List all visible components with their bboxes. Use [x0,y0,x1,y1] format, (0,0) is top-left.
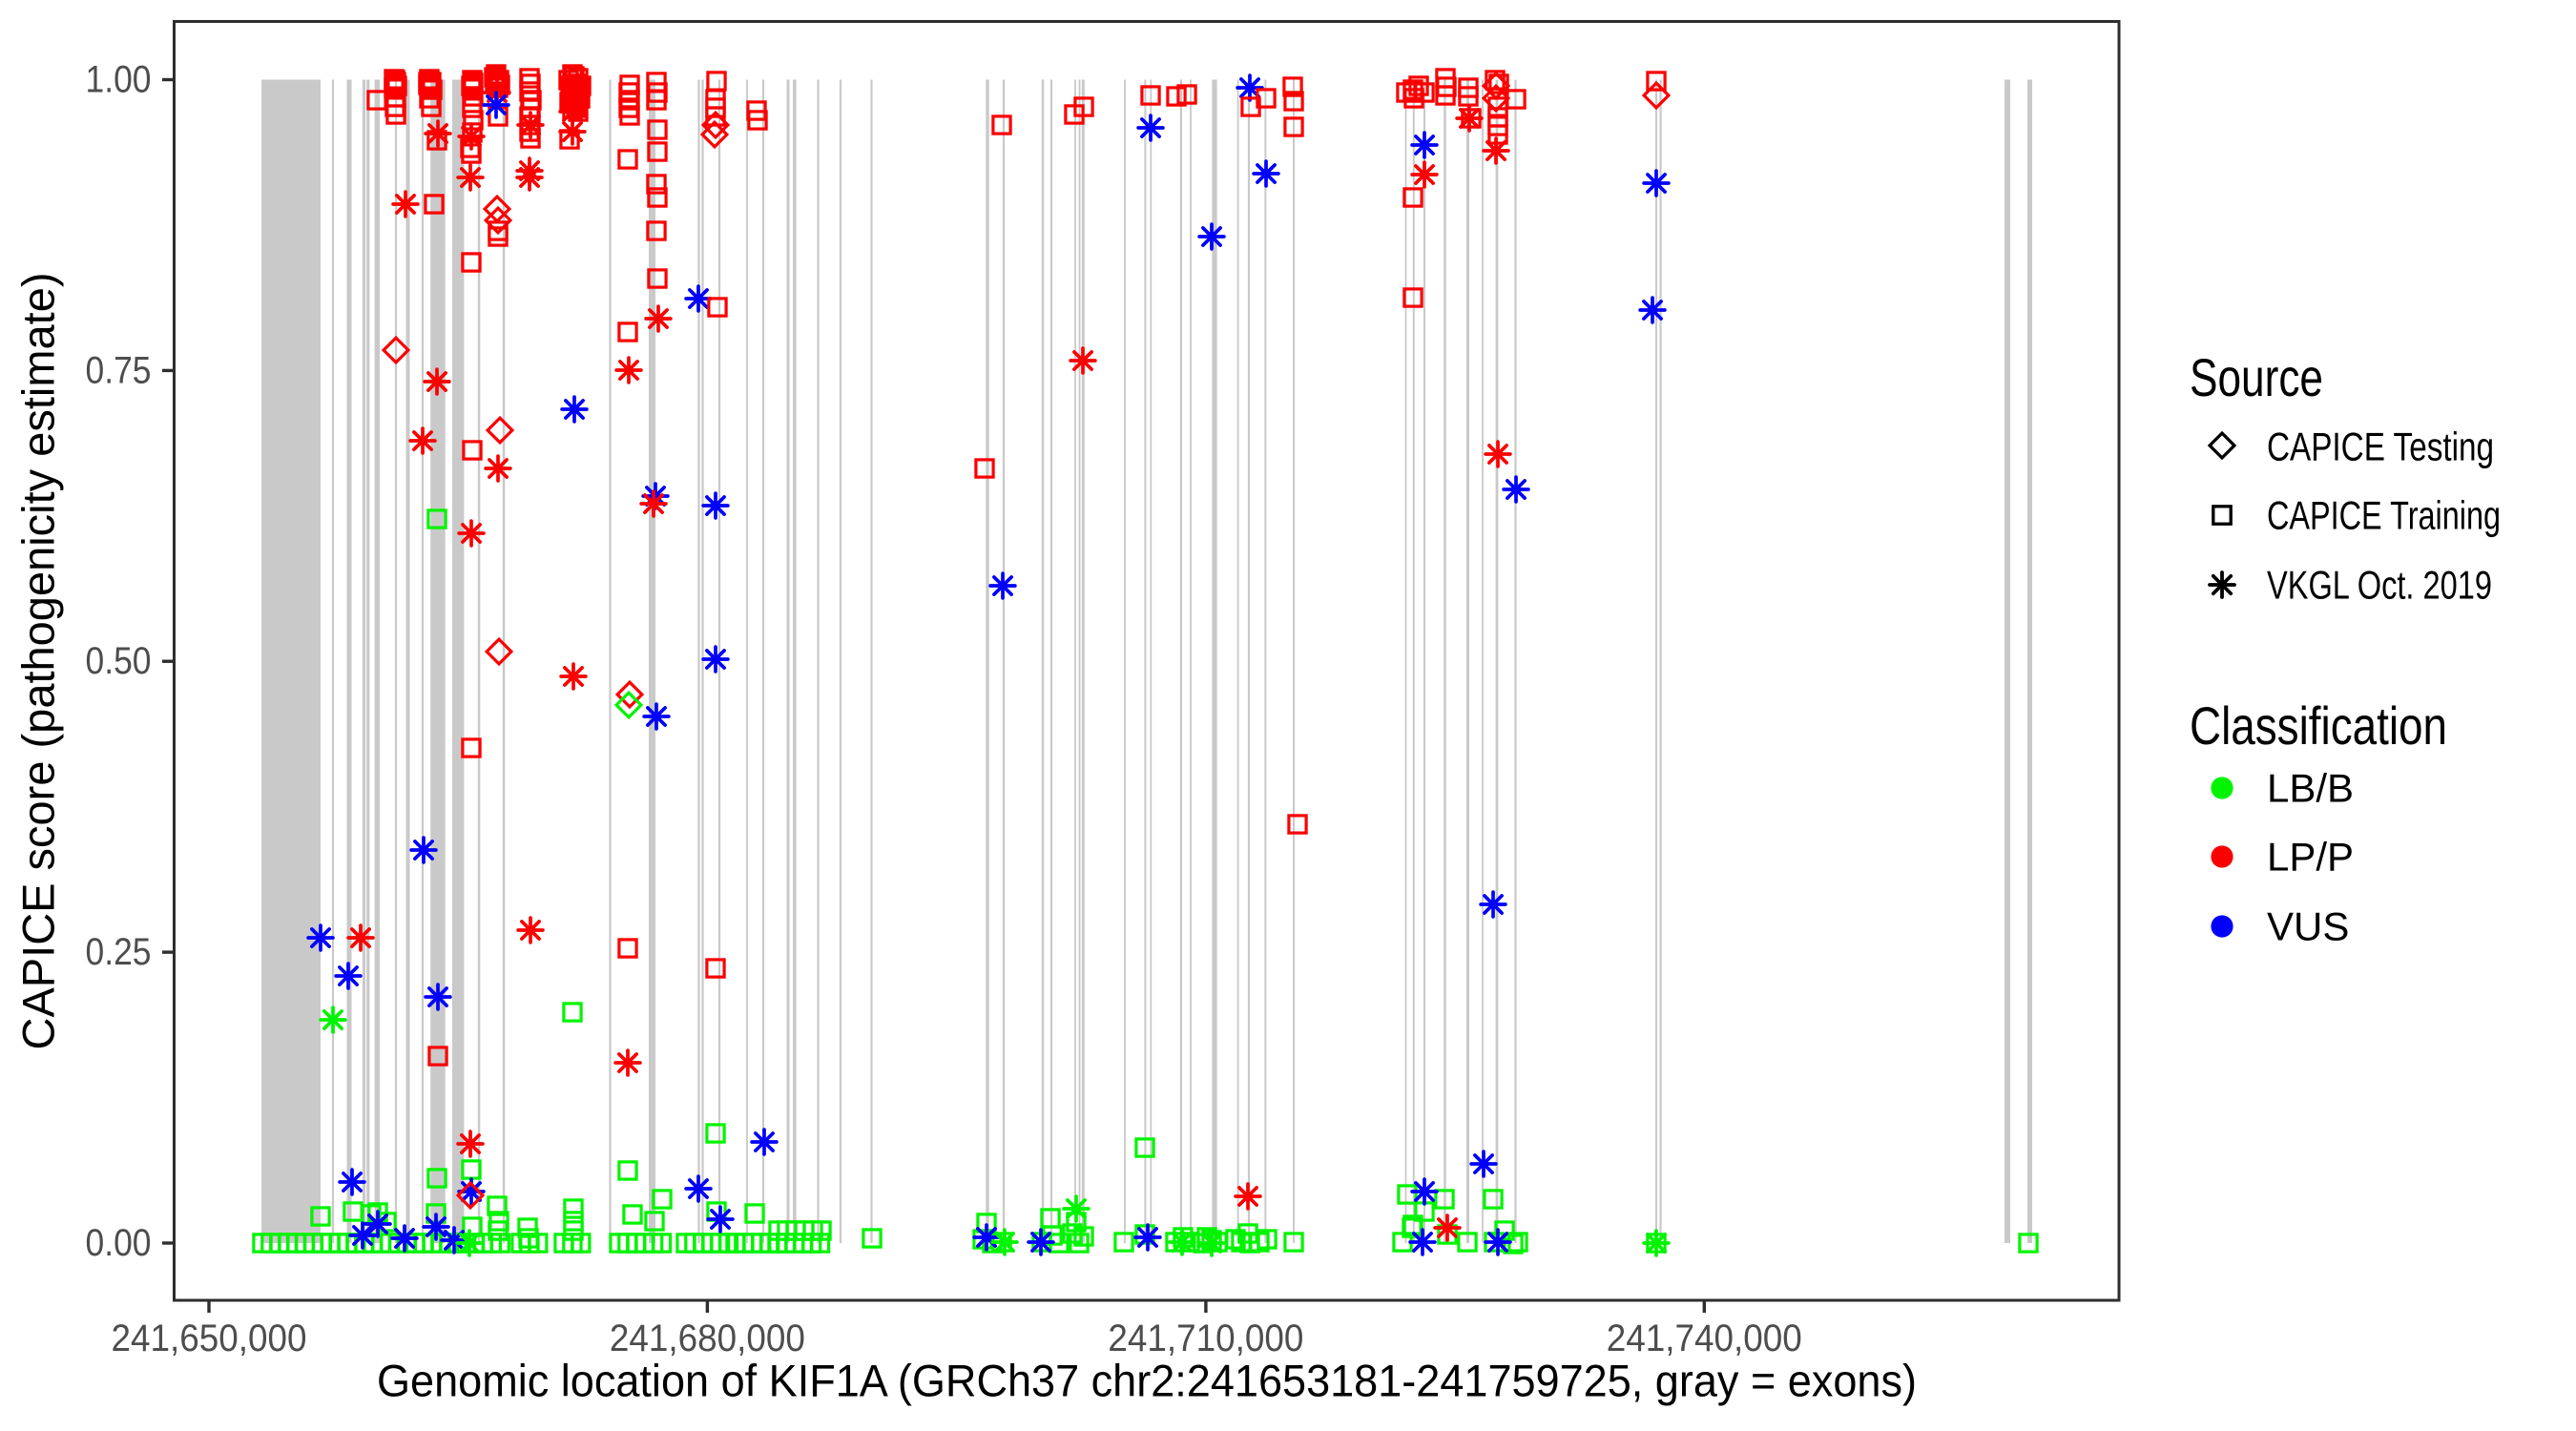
svg-text:Classification: Classification [2190,695,2447,756]
svg-text:CAPICE score (pathogenicity es: CAPICE score (pathogenicity estimate) [13,273,64,1050]
svg-text:LB/B: LB/B [2267,766,2354,811]
svg-text:VUS: VUS [2267,904,2349,949]
svg-text:241,680,000: 241,680,000 [610,1317,805,1359]
svg-text:Source: Source [2190,347,2323,407]
svg-text:0.50: 0.50 [86,640,152,682]
svg-text:241,650,000: 241,650,000 [112,1317,307,1359]
svg-text:CAPICE Training: CAPICE Training [2267,493,2501,538]
svg-text:0.75: 0.75 [86,349,152,391]
svg-text:241,710,000: 241,710,000 [1108,1317,1303,1359]
svg-text:CAPICE Testing: CAPICE Testing [2267,425,2494,469]
svg-text:241,740,000: 241,740,000 [1607,1317,1802,1359]
svg-text:LP/P: LP/P [2267,835,2354,880]
svg-text:VKGL Oct. 2019: VKGL Oct. 2019 [2267,563,2492,608]
svg-text:1.00: 1.00 [86,59,152,101]
svg-text:Genomic location of KIF1A (GRC: Genomic location of KIF1A (GRCh37 chr2:2… [377,1356,1917,1406]
svg-text:0.00: 0.00 [86,1222,152,1264]
svg-text:0.25: 0.25 [86,931,152,973]
